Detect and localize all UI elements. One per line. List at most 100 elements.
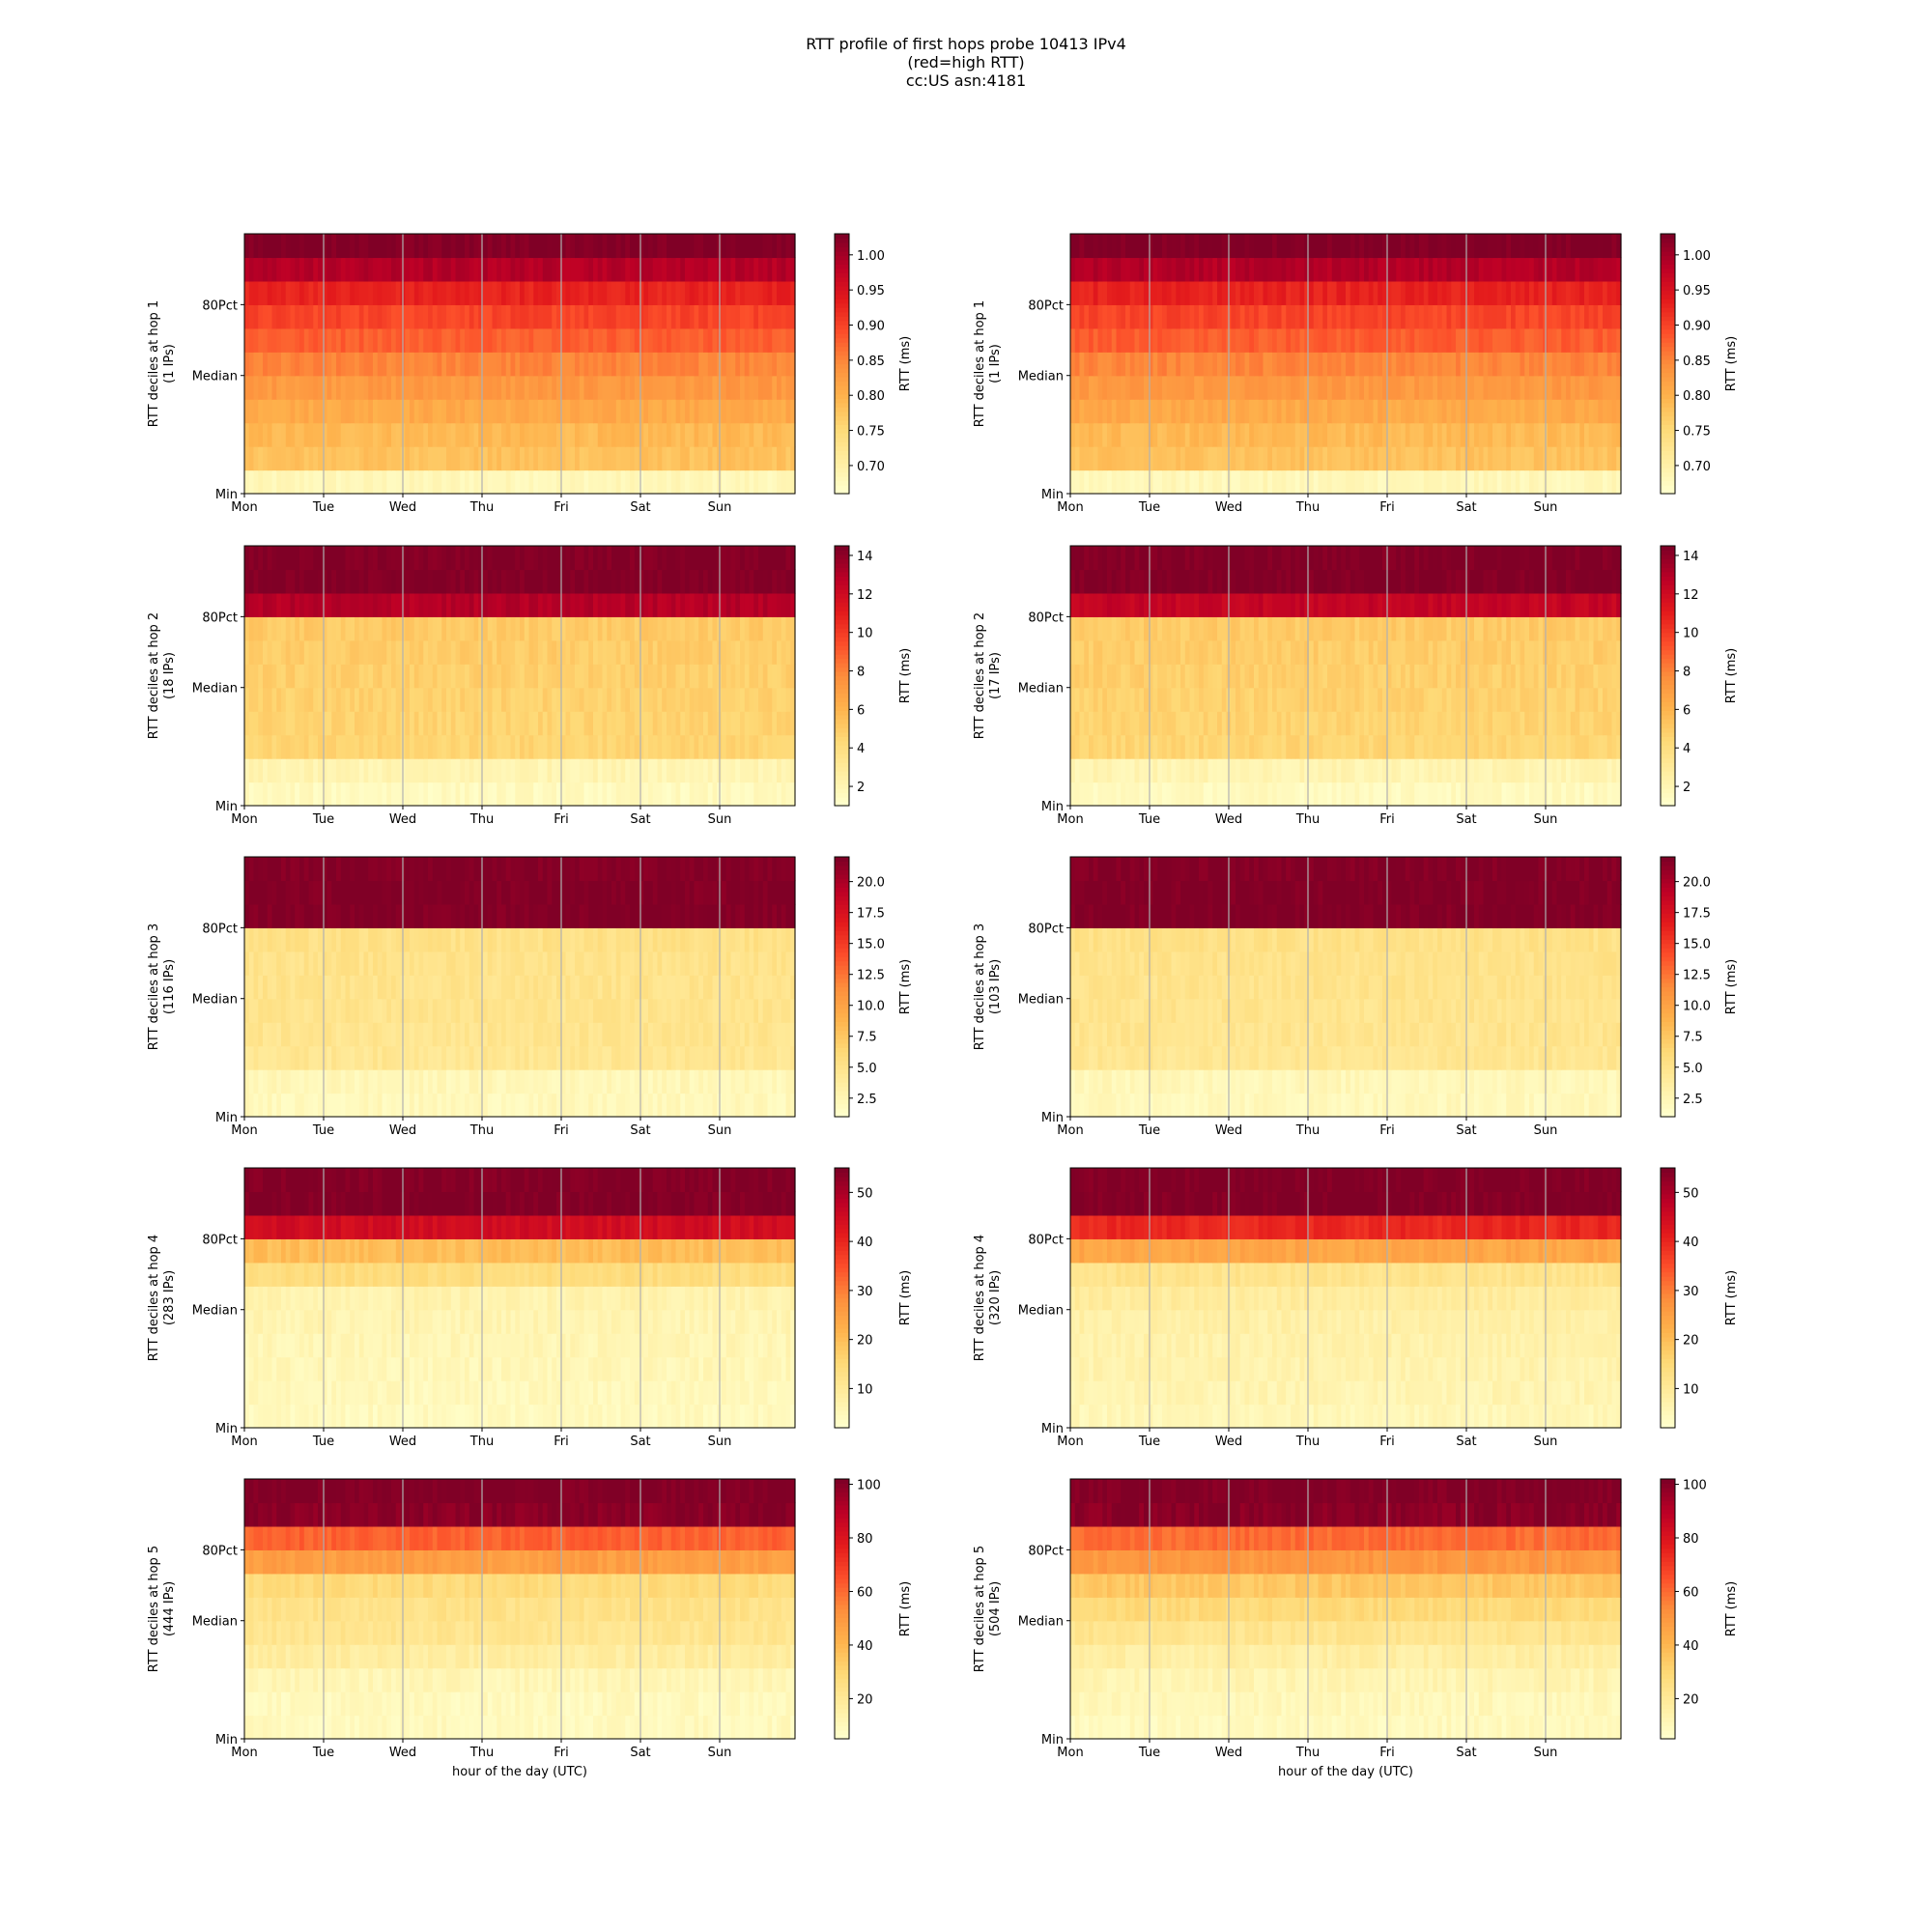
heatmap-cell	[1478, 758, 1485, 783]
heatmap-cell	[1382, 781, 1388, 807]
heatmap-cell	[423, 257, 429, 282]
heatmap-cell	[1515, 234, 1521, 259]
heatmap-cell	[327, 327, 332, 353]
colorbar-segment	[835, 337, 849, 343]
heatmap-cell	[698, 399, 704, 424]
heatmap-cell	[1378, 711, 1383, 736]
heatmap-cell	[469, 569, 475, 594]
heatmap-cell	[441, 469, 447, 495]
heatmap-cell	[473, 446, 479, 471]
heatmap-cell	[643, 758, 649, 783]
heatmap-cell	[790, 711, 796, 736]
heatmap-cell	[1346, 446, 1351, 471]
heatmap-cell	[1157, 352, 1163, 377]
heatmap-cell	[542, 375, 549, 400]
heatmap-cell	[295, 616, 300, 641]
heatmap-cell	[1236, 352, 1241, 377]
heatmap-cell	[1538, 234, 1544, 259]
heatmap-cell	[657, 446, 663, 471]
heatmap-cell	[1157, 734, 1163, 759]
heatmap-cell	[258, 327, 264, 353]
heatmap-cell	[290, 616, 296, 641]
colorbar-segment	[835, 593, 849, 599]
heatmap-cell	[1272, 687, 1278, 712]
heatmap-cell	[423, 711, 429, 736]
heatmap-cell	[749, 304, 754, 329]
heatmap-cell	[1584, 734, 1590, 759]
heatmap-cell	[1616, 280, 1622, 305]
heatmap-cell	[552, 687, 557, 712]
heatmap-cell	[1125, 399, 1131, 424]
heatmap-cell	[244, 639, 250, 665]
heatmap-cell	[1606, 257, 1613, 282]
heatmap-cell	[753, 569, 759, 594]
heatmap-cell	[1588, 304, 1595, 329]
heatmap-cell	[303, 422, 310, 447]
heatmap-cell	[597, 469, 604, 495]
heatmap-cell	[667, 781, 672, 807]
heatmap-cell	[625, 758, 631, 783]
heatmap-cell	[1184, 327, 1191, 353]
heatmap-cell	[1152, 280, 1158, 305]
heatmap-cell	[1506, 280, 1512, 305]
colorbar-segment	[835, 281, 849, 287]
heatmap-cell	[597, 422, 604, 447]
heatmap-cell	[395, 569, 402, 594]
heatmap-cell	[1533, 758, 1540, 783]
heatmap-cell	[707, 569, 714, 594]
heatmap-cell	[1478, 304, 1485, 329]
heatmap-cell	[1350, 280, 1356, 305]
heatmap-cell	[1221, 711, 1228, 736]
heatmap-cell	[382, 664, 387, 689]
colorbar-segment	[1661, 411, 1675, 416]
heatmap-cell	[749, 375, 754, 400]
heatmap-cell	[331, 758, 337, 783]
colorbar-tick-label: 6	[857, 703, 865, 718]
heatmap-cell	[685, 569, 691, 594]
heatmap-cell	[1341, 664, 1347, 689]
heatmap-cell	[625, 592, 631, 617]
heatmap-cell	[432, 422, 439, 447]
heatmap-cell	[781, 711, 787, 736]
heatmap-cell	[1561, 469, 1567, 495]
heatmap-cell	[1263, 327, 1268, 353]
heatmap-cell	[1272, 352, 1278, 377]
heatmap-cell	[437, 304, 442, 329]
heatmap-cell	[1556, 327, 1562, 353]
heatmap-cell	[1469, 304, 1475, 329]
heatmap-cell	[520, 734, 526, 759]
heatmap-cell	[1533, 687, 1540, 712]
heatmap-cell	[1327, 257, 1333, 282]
heatmap-cell	[602, 352, 608, 377]
heatmap-cell	[1208, 280, 1213, 305]
heatmap-cell	[276, 257, 282, 282]
heatmap-cell	[355, 781, 360, 807]
heatmap-cell	[556, 664, 562, 689]
heatmap-cell	[355, 592, 360, 617]
heatmap-cell	[418, 687, 424, 712]
heatmap-cell	[735, 446, 741, 471]
heatmap-cell	[492, 280, 497, 305]
heatmap-cell	[1616, 352, 1622, 377]
heatmap-cell	[680, 758, 686, 783]
heatmap-cell	[1423, 734, 1430, 759]
heatmap-cell	[473, 469, 479, 495]
heatmap-cell	[528, 446, 534, 471]
heatmap-cell	[478, 734, 484, 759]
heatmap-cell	[281, 375, 287, 400]
heatmap-cell	[1249, 304, 1255, 329]
heatmap-cell	[547, 257, 553, 282]
heatmap-cell	[1134, 399, 1140, 424]
heatmap-cell	[735, 469, 741, 495]
heatmap-cell	[1144, 687, 1150, 712]
heatmap-cell	[1464, 422, 1470, 447]
heatmap-cell	[785, 758, 791, 783]
heatmap-cell	[331, 280, 337, 305]
heatmap-cell	[1125, 375, 1131, 400]
heatmap-cell	[1368, 304, 1375, 329]
y-tick-label: 80Pct	[202, 298, 238, 313]
heatmap-cell	[597, 375, 604, 400]
colorbar-segment	[1661, 485, 1675, 491]
heatmap-cell	[1281, 711, 1287, 736]
heatmap-cell	[290, 664, 296, 689]
